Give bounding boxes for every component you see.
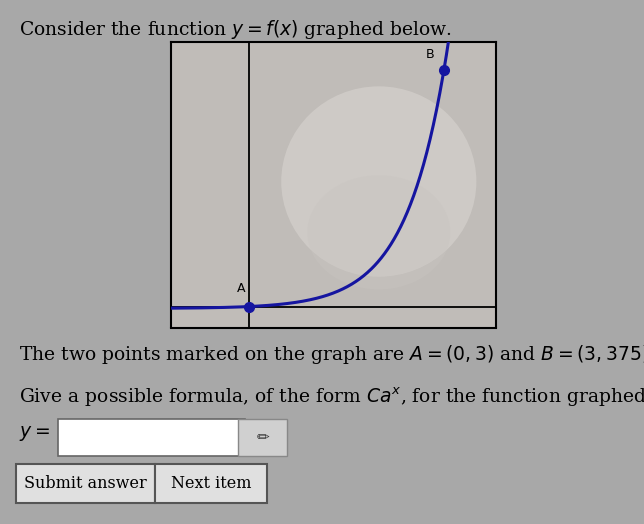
Text: Submit answer: Submit answer — [24, 475, 147, 492]
Text: A: A — [237, 282, 245, 295]
Text: $y =$: $y =$ — [19, 424, 50, 443]
Text: Consider the function $y = f(x)$ graphed below.: Consider the function $y = f(x)$ graphed… — [19, 18, 452, 41]
FancyBboxPatch shape — [155, 464, 267, 503]
Text: Next item: Next item — [171, 475, 251, 492]
Ellipse shape — [307, 175, 450, 289]
Text: The two points marked on the graph are $A = (0, 3)$ and $B = (3, 375)$.: The two points marked on the graph are $… — [19, 343, 644, 366]
Text: B: B — [426, 48, 434, 61]
Ellipse shape — [281, 86, 477, 277]
Text: ✏: ✏ — [256, 430, 269, 445]
FancyBboxPatch shape — [16, 464, 155, 503]
FancyBboxPatch shape — [238, 419, 287, 456]
FancyBboxPatch shape — [58, 419, 245, 456]
Text: Give a possible formula, of the form $Ca^x$, for the function graphed.: Give a possible formula, of the form $Ca… — [19, 385, 644, 409]
